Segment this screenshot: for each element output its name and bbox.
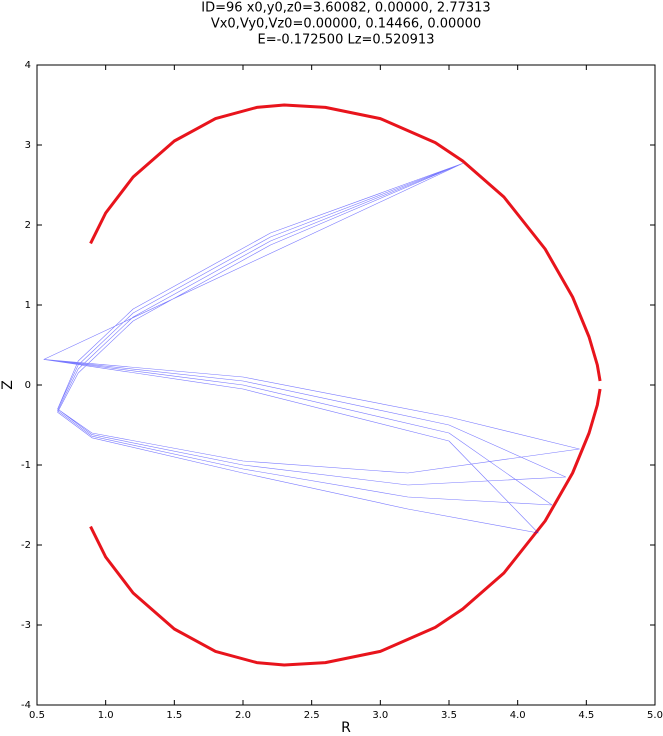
x-tick-label: 4.0 <box>510 710 526 721</box>
y-tick-label: -4 <box>21 700 31 711</box>
x-tick-label: 5.0 <box>647 710 663 721</box>
x-tick-label: 3.5 <box>441 710 457 721</box>
x-tick-label: 2.0 <box>235 710 251 721</box>
x-tick-label: 2.5 <box>304 710 320 721</box>
y-tick-label: -1 <box>21 460 31 471</box>
chart-title: ID=96 x0,y0,z0=3.60082, 0.00000, 2.77313 <box>201 1 490 16</box>
y-tick-label: -2 <box>21 540 31 551</box>
series-line <box>89 103 602 667</box>
chart-title: E=-0.172500 Lz=0.520913 <box>258 33 435 48</box>
x-tick-label: 1.5 <box>166 710 182 721</box>
x-tick-label: 1.0 <box>98 710 114 721</box>
y-tick-label: 1 <box>25 300 31 311</box>
chart-title: Vx0,Vy0,Vz0=0.00000, 0.14466, 0.00000 <box>211 17 481 32</box>
y-tick-label: 0 <box>25 380 31 391</box>
y-tick-label: 3 <box>25 140 31 151</box>
x-tick-label: 3.0 <box>372 710 388 721</box>
y-tick-label: 2 <box>25 220 31 231</box>
plot-frame <box>36 64 656 706</box>
y-tick-label: 4 <box>25 60 31 71</box>
x-tick-label: 0.5 <box>29 710 45 721</box>
series-line <box>43 163 580 534</box>
x-tick-label: 4.5 <box>578 710 594 721</box>
y-tick-label: -3 <box>21 620 31 631</box>
x-axis-label: R <box>341 720 351 736</box>
y-axis-label: Z <box>0 380 16 390</box>
